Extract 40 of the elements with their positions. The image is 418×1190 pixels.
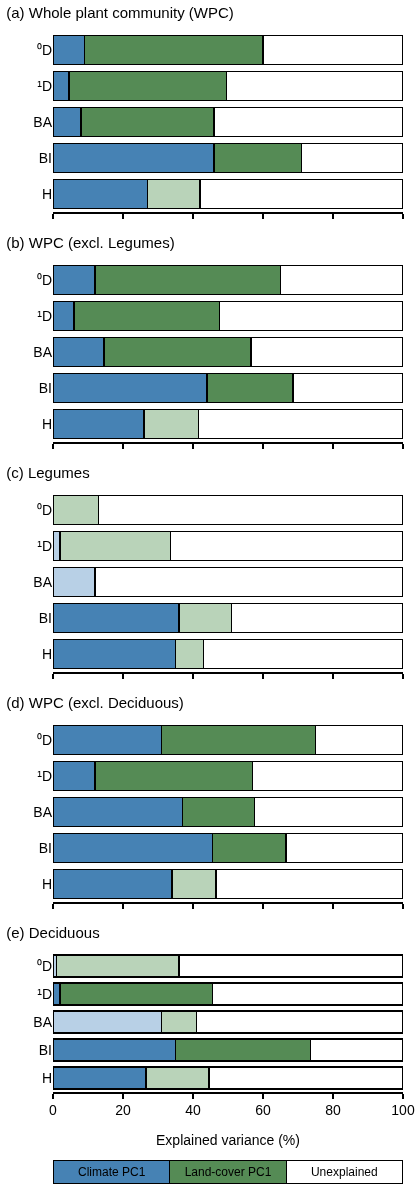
y-tick-label: H	[41, 875, 52, 892]
y-tick-label: BI	[38, 839, 52, 856]
y-tick-label: ¹D	[37, 307, 52, 324]
y-tick-label: H	[41, 645, 52, 662]
x-tick-label: 20	[115, 1102, 131, 1119]
y-tick-label: ⁰D	[36, 957, 52, 974]
y-tick-label: ⁰D	[36, 731, 52, 748]
y-tick-label: ⁰D	[36, 271, 52, 288]
y-tick-label: BI	[38, 609, 52, 626]
x-tick-label: 60	[255, 1102, 271, 1119]
y-tick-label: ¹D	[37, 77, 52, 94]
x-tick-label: 0	[49, 1102, 58, 1119]
x-tick-label: 40	[185, 1102, 201, 1119]
y-tick-label: BI	[38, 1041, 52, 1058]
legend-label: Unexplained	[310, 1165, 378, 1179]
y-tick-label: BI	[38, 149, 52, 166]
y-tick-label: BA	[33, 803, 53, 820]
y-tick-label: BA	[33, 1013, 53, 1030]
chart-title: (a) Whole plant community (WPC)	[6, 3, 234, 21]
y-tick-label: BA	[33, 573, 53, 590]
y-tick-label: BA	[33, 113, 53, 130]
text: Climate PC1	[77, 1165, 146, 1179]
y-tick-label: ¹D	[37, 985, 52, 1002]
y-tick-label: H	[41, 185, 52, 202]
x-axis-title: Explained variance (%)	[156, 1132, 300, 1149]
y-tick-label: ¹D	[37, 537, 52, 554]
x-tick-label: 80	[325, 1102, 341, 1119]
y-tick-label: ⁰D	[36, 41, 52, 58]
y-tick-label: H	[41, 1069, 52, 1086]
y-tick-label: BI	[38, 379, 52, 396]
y-tick-label: H	[41, 415, 52, 432]
y-tick-label: BA	[33, 343, 53, 360]
y-tick-label: ¹D	[37, 767, 52, 784]
chart-title: (b) WPC (excl. Legumes)	[6, 233, 175, 251]
chart-title: (d) WPC (excl. Deciduous)	[6, 693, 184, 711]
y-tick-label: ⁰D	[36, 501, 52, 518]
x-tick-label: 100	[391, 1102, 415, 1119]
chart-title: (c) Legumes	[6, 463, 90, 481]
legend-label: Land-cover PC1	[184, 1165, 272, 1179]
chart-title: (e) Deciduous	[6, 923, 100, 941]
